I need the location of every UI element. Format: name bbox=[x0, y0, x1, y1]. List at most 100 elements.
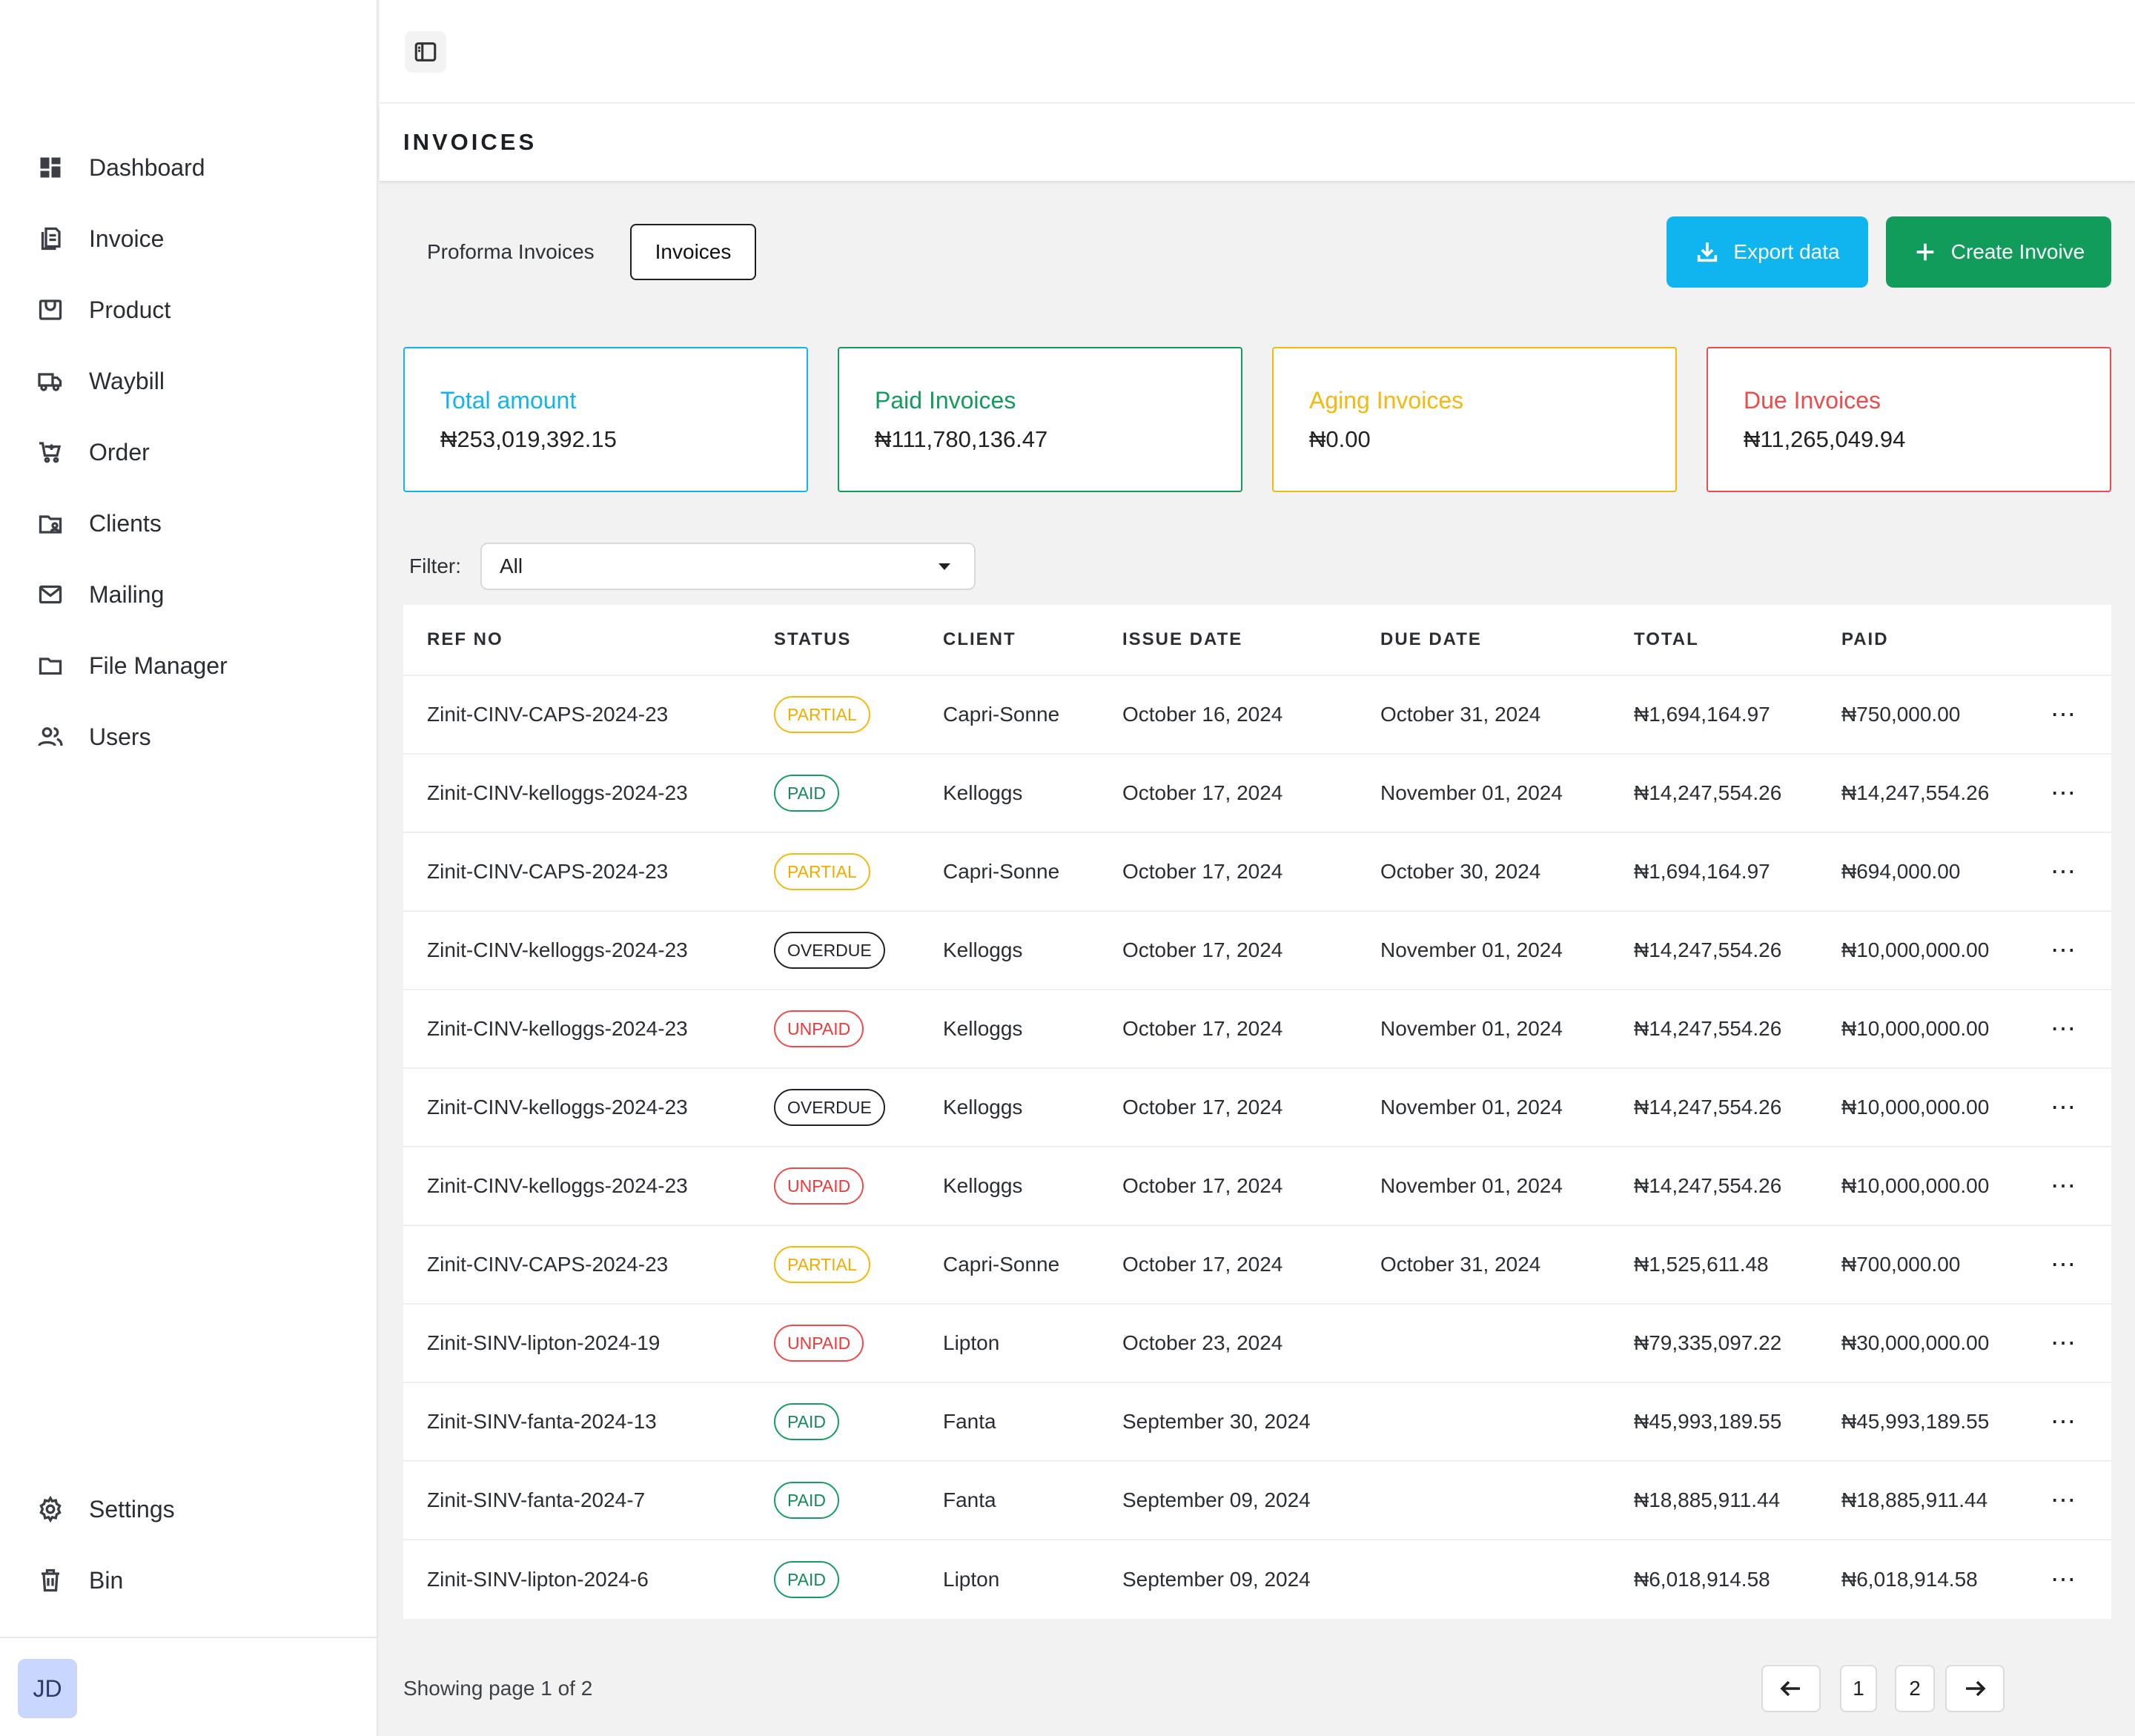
status-badge-label: PARTIAL bbox=[774, 696, 870, 733]
issue-date-cell: September 30, 2024 bbox=[1122, 1410, 1311, 1433]
table-row[interactable]: Zinit-CINV-kelloggs-2024-23 PAID Kelloggs O… bbox=[403, 755, 2111, 833]
create-invoice-button[interactable]: Create Invoive bbox=[1886, 216, 2111, 288]
column-header-issue-date[interactable]: ISSUE DATE bbox=[1122, 629, 1243, 649]
mail-icon bbox=[36, 580, 65, 609]
table-row[interactable]: Zinit-SINV-fanta-2024-13 PAID Fanta Septemb… bbox=[403, 1383, 2111, 1462]
row-actions-icon[interactable]: ⋯ bbox=[2050, 1408, 2076, 1436]
status-badge-label: PAID bbox=[774, 1482, 839, 1519]
sidebar-nav: Dashboard Invoice Product Waybill Order Clien… bbox=[0, 132, 378, 772]
paid-cell: ₦10,000,000.00 bbox=[1841, 1174, 1990, 1197]
invoice-icon bbox=[36, 224, 65, 254]
status-badge: UNPAID bbox=[774, 1325, 864, 1362]
paid-cell: ₦14,247,554.26 bbox=[1841, 781, 1990, 804]
client-cell: Kelloggs bbox=[943, 938, 1023, 961]
tab-invoices[interactable]: Invoices bbox=[629, 224, 757, 280]
column-header-total[interactable]: TOTAL bbox=[1634, 629, 1699, 649]
column-header-status[interactable]: STATUS bbox=[774, 629, 852, 649]
truck-icon bbox=[36, 366, 65, 396]
avatar[interactable]: JD bbox=[18, 1659, 77, 1718]
status-badge: UNPAID bbox=[774, 1010, 864, 1047]
sidebar-item-mailing[interactable]: Mailing bbox=[0, 559, 378, 630]
paid-cell: ₦694,000.00 bbox=[1841, 860, 1961, 883]
column-header-ref-no[interactable]: REF NO bbox=[427, 629, 503, 649]
sidebar-item-label: Bin bbox=[89, 1566, 124, 1594]
status-badge: PAID bbox=[774, 1403, 839, 1440]
issue-date-cell: October 17, 2024 bbox=[1122, 938, 1283, 961]
sidebar-item-label: Order bbox=[89, 438, 150, 466]
sidebar-item-waybill[interactable]: Waybill bbox=[0, 345, 378, 417]
table-row[interactable]: Zinit-CINV-kelloggs-2024-23 OVERDUE Kellog… bbox=[403, 912, 2111, 990]
total-cell: ₦1,694,164.97 bbox=[1634, 860, 1770, 883]
client-cell: Kelloggs bbox=[943, 1017, 1023, 1040]
total-cell: ₦14,247,554.26 bbox=[1634, 781, 1782, 804]
total-cell: ₦14,247,554.26 bbox=[1634, 1174, 1782, 1197]
table-row[interactable]: Zinit-CINV-kelloggs-2024-23 OVERDUE Kellog… bbox=[403, 1069, 2111, 1147]
issue-date-cell: October 23, 2024 bbox=[1122, 1331, 1283, 1354]
table-row[interactable]: Zinit-SINV-lipton-2024-19 UNPAID Lipton Oct… bbox=[403, 1305, 2111, 1383]
sidebar-item-bin[interactable]: Bin bbox=[0, 1545, 378, 1616]
paid-cell: ₦10,000,000.00 bbox=[1841, 1017, 1990, 1040]
paid-cell: ₦30,000,000.00 bbox=[1841, 1331, 1990, 1354]
page-1-button[interactable]: 1 bbox=[1840, 1665, 1877, 1712]
row-actions-icon[interactable]: ⋯ bbox=[2050, 936, 2076, 964]
sidebar-item-label: File Manager bbox=[89, 652, 228, 679]
issue-date-cell: October 16, 2024 bbox=[1122, 703, 1283, 726]
row-actions-icon[interactable]: ⋯ bbox=[2050, 700, 2076, 729]
row-actions-icon[interactable]: ⋯ bbox=[2050, 1486, 2076, 1514]
sidebar-toggle-button[interactable] bbox=[405, 31, 446, 73]
paid-cell: ₦6,018,914.58 bbox=[1841, 1568, 1978, 1591]
filter-label: Filter: bbox=[409, 554, 461, 577]
export-data-button[interactable]: Export data bbox=[1666, 216, 1868, 288]
due-date-cell: October 30, 2024 bbox=[1380, 860, 1541, 883]
sidebar-item-users[interactable]: Users bbox=[0, 701, 378, 772]
status-badge-label: OVERDUE bbox=[774, 1089, 885, 1126]
table-row[interactable]: Zinit-SINV-lipton-2024-6 PAID Lipton Septem… bbox=[403, 1540, 2111, 1619]
sidebar-item-settings[interactable]: Settings bbox=[0, 1474, 378, 1545]
sidebar-item-order[interactable]: Order bbox=[0, 417, 378, 488]
page-2-button[interactable]: 2 bbox=[1895, 1665, 1935, 1712]
tab-proforma-invoices[interactable]: Proforma Invoices bbox=[427, 240, 595, 263]
row-actions-icon[interactable]: ⋯ bbox=[2050, 1566, 2076, 1594]
row-actions-icon[interactable]: ⋯ bbox=[2050, 1329, 2076, 1357]
row-actions-icon[interactable]: ⋯ bbox=[2050, 779, 2076, 807]
users-icon bbox=[36, 722, 65, 752]
due-date-cell: October 31, 2024 bbox=[1380, 703, 1541, 726]
next-page-button[interactable] bbox=[1945, 1665, 2005, 1712]
status-badge-label: PAID bbox=[774, 775, 839, 812]
sidebar-nav-bottom: Settings Bin bbox=[0, 1474, 378, 1616]
sidebar-item-file-manager[interactable]: File Manager bbox=[0, 630, 378, 701]
table-row[interactable]: Zinit-SINV-fanta-2024-7 PAID Fanta Septembe… bbox=[403, 1462, 2111, 1540]
dashboard-icon bbox=[36, 153, 65, 182]
column-header-client[interactable]: CLIENT bbox=[943, 629, 1016, 649]
table-row[interactable]: Zinit-CINV-CAPS-2024-23 PARTIAL Capri-Sonn… bbox=[403, 1226, 2111, 1305]
row-actions-icon[interactable]: ⋯ bbox=[2050, 1015, 2076, 1043]
status-badge: PAID bbox=[774, 775, 839, 812]
ref-no-cell: Zinit-CINV-kelloggs-2024-23 bbox=[427, 938, 688, 961]
table-row[interactable]: Zinit-CINV-kelloggs-2024-23 UNPAID Kellogg… bbox=[403, 1147, 2111, 1226]
status-badge: PARTIAL bbox=[774, 1246, 870, 1283]
column-header-due-date[interactable]: DUE DATE bbox=[1380, 629, 1482, 649]
row-actions-icon[interactable]: ⋯ bbox=[2050, 1093, 2076, 1122]
card-value: ₦111,780,136.47 bbox=[875, 426, 1048, 452]
card-title: Paid Invoices bbox=[875, 387, 1016, 414]
sidebar-item-clients[interactable]: Clients bbox=[0, 488, 378, 559]
sidebar-item-product[interactable]: Product bbox=[0, 274, 378, 345]
due-date-cell: October 31, 2024 bbox=[1380, 1253, 1541, 1276]
ref-no-cell: Zinit-SINV-lipton-2024-6 bbox=[427, 1568, 649, 1591]
table-row[interactable]: Zinit-CINV-kelloggs-2024-23 UNPAID Kellogg… bbox=[403, 990, 2111, 1069]
row-actions-icon[interactable]: ⋯ bbox=[2050, 1172, 2076, 1200]
status-badge: OVERDUE bbox=[774, 932, 885, 969]
table-row[interactable]: Zinit-CINV-CAPS-2024-23 PARTIAL Capri-Sonn… bbox=[403, 676, 2111, 755]
column-header-paid[interactable]: PAID bbox=[1841, 629, 1889, 649]
row-actions-icon[interactable]: ⋯ bbox=[2050, 858, 2076, 886]
prev-page-button[interactable] bbox=[1761, 1665, 1821, 1712]
ref-no-cell: Zinit-CINV-CAPS-2024-23 bbox=[427, 703, 669, 726]
row-actions-icon[interactable]: ⋯ bbox=[2050, 1250, 2076, 1279]
invoice-tabs: Proforma Invoices Invoices bbox=[403, 224, 757, 280]
summary-card-due-invoices: Due Invoices ₦11,265,049.94 bbox=[1707, 347, 2111, 492]
filter-select[interactable]: All bbox=[480, 543, 976, 590]
sidebar-item-dashboard[interactable]: Dashboard bbox=[0, 132, 378, 203]
table-row[interactable]: Zinit-CINV-CAPS-2024-23 PARTIAL Capri-Sonn… bbox=[403, 833, 2111, 912]
sidebar-item-invoice[interactable]: Invoice bbox=[0, 203, 378, 274]
ref-no-cell: Zinit-CINV-kelloggs-2024-23 bbox=[427, 1174, 688, 1197]
